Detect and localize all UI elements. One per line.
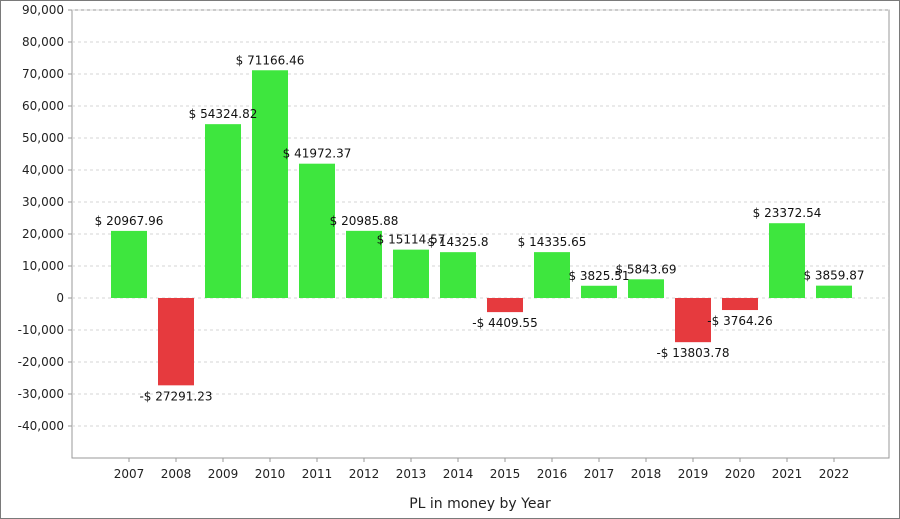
x-tick-label: 2022 xyxy=(819,467,850,481)
bar-2019 xyxy=(675,298,711,343)
x-tick-label: 2020 xyxy=(725,467,756,481)
data-label: $ 54324.82 xyxy=(189,107,258,121)
bar-2011 xyxy=(299,163,335,298)
x-tick-label: 2008 xyxy=(161,467,192,481)
x-tick-label: 2014 xyxy=(443,467,474,481)
data-label: -$ 13803.78 xyxy=(656,346,729,360)
bar-2018 xyxy=(628,279,664,298)
x-axis-title: PL in money by Year xyxy=(409,496,551,512)
data-label: $ 5843.69 xyxy=(615,262,676,276)
data-labels: $ 20967.96 -$ 27291.23 $ 54324.82 $ 71166.4… xyxy=(95,53,865,403)
x-tick-label: 2007 xyxy=(114,467,145,481)
y-tick-label: 60,000 xyxy=(22,99,64,113)
y-axis-ticks: 90,000 80,000 70,000 60,000 50,000 40,000 30,0… xyxy=(18,3,72,433)
y-tick-label: -10,000 xyxy=(18,323,64,337)
bar-2013 xyxy=(393,249,429,298)
bar-2017 xyxy=(581,285,617,298)
bar-2009 xyxy=(205,124,241,298)
bar-2012 xyxy=(346,230,382,298)
x-axis-ticks: 2007 2008 2009 2010 2011 2012 2013 2014 2015 2016… xyxy=(114,458,850,481)
y-tick-label: 70,000 xyxy=(22,67,64,81)
grid-lines xyxy=(72,9,889,427)
data-label: $ 3825.51 xyxy=(568,269,629,283)
y-tick-label: 40,000 xyxy=(22,163,64,177)
bar-2021 xyxy=(769,223,805,298)
y-tick-label: -20,000 xyxy=(18,355,64,369)
data-label: $ 20967.96 xyxy=(95,214,164,228)
data-label: -$ 4409.55 xyxy=(472,316,537,330)
x-tick-label: 2012 xyxy=(349,467,380,481)
y-tick-label: 50,000 xyxy=(22,131,64,145)
x-tick-label: 2009 xyxy=(208,467,239,481)
y-tick-label: 10,000 xyxy=(22,259,64,273)
x-tick-label: 2021 xyxy=(772,467,803,481)
x-tick-label: 2017 xyxy=(584,467,615,481)
bar-2022 xyxy=(816,285,852,298)
bar-2007 xyxy=(111,230,147,298)
bars xyxy=(111,70,852,386)
bar-2010 xyxy=(252,70,288,298)
x-tick-label: 2013 xyxy=(396,467,427,481)
y-tick-label: 0 xyxy=(56,291,64,305)
bar-2015 xyxy=(487,298,523,313)
data-label: $ 3859.87 xyxy=(803,269,864,283)
bar-2020 xyxy=(722,298,758,311)
data-label: $ 14325.8 xyxy=(427,235,488,249)
bar-2016 xyxy=(534,252,570,298)
data-label: -$ 27291.23 xyxy=(139,389,212,403)
bar-2008 xyxy=(158,298,194,386)
x-tick-label: 2015 xyxy=(490,467,521,481)
x-tick-label: 2019 xyxy=(678,467,709,481)
data-label: $ 15114.57 xyxy=(377,233,446,247)
data-label: $ 23372.54 xyxy=(753,206,822,220)
x-tick-label: 2011 xyxy=(302,467,333,481)
x-tick-label: 2016 xyxy=(537,467,568,481)
data-label: $ 71166.46 xyxy=(236,53,305,67)
x-tick-label: 2018 xyxy=(631,467,662,481)
y-tick-label: -40,000 xyxy=(18,419,64,433)
data-label: -$ 3764.26 xyxy=(707,314,772,328)
y-tick-label: 30,000 xyxy=(22,195,64,209)
y-tick-label: 80,000 xyxy=(22,35,64,49)
x-tick-label: 2010 xyxy=(255,467,286,481)
data-label: $ 20985.88 xyxy=(330,214,399,228)
data-label: $ 14335.65 xyxy=(518,235,587,249)
y-tick-label: 90,000 xyxy=(22,3,64,17)
bar-2014 xyxy=(440,252,476,298)
y-tick-label: 20,000 xyxy=(22,227,64,241)
data-label: $ 41972.37 xyxy=(283,147,352,161)
y-tick-label: -30,000 xyxy=(18,387,64,401)
